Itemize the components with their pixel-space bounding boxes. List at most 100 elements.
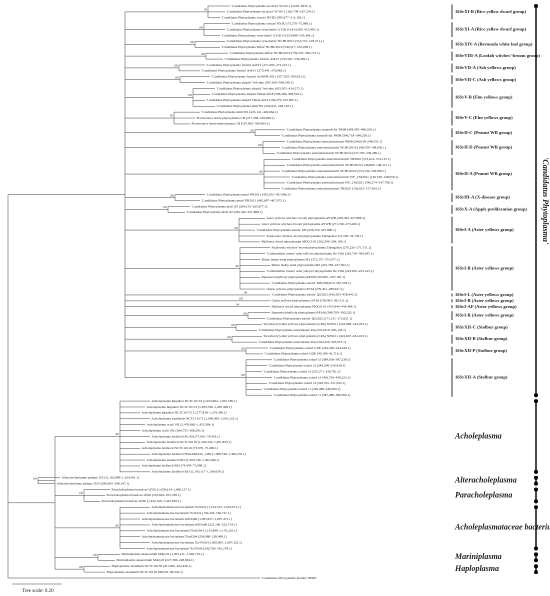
support-value: 100 — [227, 335, 232, 339]
leaf-label: 'Candidatus Phytoplasma solani' r3 (456,… — [274, 375, 351, 380]
leaf-label: Haploplasma axanthum NCTC10138 (98,022–9… — [107, 570, 183, 575]
leaf-label: Maize bushy stunt phytoplasma M3 (371,55… — [262, 257, 340, 262]
leaf-label: 'Candidatus Phytoplasma asteris' QS2022 … — [267, 316, 353, 321]
leaf-label: Maize bushy stunt phytoplasma M3 (225,78… — [272, 263, 350, 268]
leaf-label: 'Candidatus Phytoplasma pruni' PR2021 (4… — [202, 198, 286, 203]
support-value: 100 — [190, 40, 195, 44]
group-label: 16SrXI-A (Rice yellow dwarf group) — [455, 27, 527, 32]
leaf-label: 'Candidatus Phytoplasma australiense' PA… — [259, 328, 346, 333]
leaf-label: Flavescence dorée phytoplasma CH (507,86… — [192, 122, 270, 127]
support-value: 100 — [79, 491, 84, 495]
genus-label: Paracholeplasma — [455, 490, 512, 499]
leaf-label: Acholeplasma hippikon NCTC10172 (1,023,6… — [152, 399, 237, 404]
leaf-label: Paulownia witches'-broom phytoplasma Zhe… — [267, 234, 363, 239]
leaf-label: 'Candidatus Phytoplasma australasiaticum… — [277, 151, 381, 156]
leaf-label: 'Candidatus Phytoplasma luffae' NCHU2019… — [222, 45, 312, 50]
genus-label: Alteracholeplasma — [454, 476, 517, 485]
leaf-label: Acholeplasma oculi 19L (366,755–368,283.… — [142, 428, 205, 433]
leaf-label: Aster yellows witches'-broom phytoplasma… — [267, 216, 366, 221]
leaf-label: Acholeplasma laidlawii NCTC10116 (73,970… — [142, 446, 218, 451]
bracket-end — [534, 399, 538, 404]
group-label: 16SrXII-B (Stolbur group) — [455, 336, 508, 341]
group-label: 16SrIII-A (X-disease group) — [455, 195, 510, 200]
leaf-label: Acholeplasmataceae bacterium 55eaf2b4 (1… — [147, 529, 237, 534]
bracket-end — [534, 481, 538, 486]
leaf-label: Acholeplasmataceae bacterium 7b2012a (15… — [147, 511, 231, 516]
genus-label: Mariniplasma — [454, 552, 502, 561]
leaf-label: Haploplasma axanthum NCTC10138 (451,905–… — [112, 564, 192, 569]
leaf-label: 'Candidatus Phytoplasma australasiaticum… — [287, 163, 391, 168]
leaf-label: 'Candidatus Phytoplasma australasiaticum… — [287, 181, 394, 186]
leaf-label: Mariniplasma anaerobium Mahy22 (1,505,21… — [122, 552, 204, 557]
group-label: 16SrI-B (Aster yellows group) — [455, 298, 514, 303]
group-label: 16SrI-A (Aster yellows group) — [455, 227, 514, 232]
leaf-label: 'Candidatus Phytoplasma solani' r1 (246,… — [264, 387, 341, 392]
leaf-label: 'Candidatus Phytoplasma solani' GOE (242… — [270, 346, 351, 351]
leaf-label: Acholeplasma laidlawii E63 (1,195,117–1,… — [152, 470, 225, 475]
leaf-label: Acholeplasmataceae bacterium a0f10a8d (1… — [142, 517, 232, 522]
leaf-label: Paracholeplasma brassicae O502 (253,824–… — [107, 493, 181, 498]
leaf-label: Strawberry lethal yellows phytoplasma (C… — [264, 322, 368, 327]
group-label: 16SrVII-A (Ash yellows group) — [455, 65, 516, 70]
group-label: 16SrVII-C (Ash yellows group) — [455, 77, 517, 82]
group-label: 16SrII-C (Peanut WB group) — [455, 130, 513, 135]
leaf-label: Acholeplasmataceae bacterium 7fa37b00 (2… — [147, 546, 232, 551]
leaf-label: 'Candidatus Phytoplasma oryzae' RYD2 (59… — [222, 16, 306, 21]
leaf-label: 'Candidatus Phytoplasma ziziphi' Jwb-nky… — [217, 86, 304, 91]
leaf-label: 'Candidatus Phytoplasma ziziphi' Jwb-nky… — [207, 80, 294, 85]
support-value: 100 — [259, 170, 264, 174]
support-value: 100 — [175, 75, 180, 79]
leaf-label: 'Candidatus Phytoplasma ziziphi' Hebei-2… — [207, 98, 298, 103]
bracket-end — [534, 475, 538, 480]
leaf-label: 'Catharanthus roseus' aster yellows phyt… — [267, 269, 374, 274]
support-value: 100 — [241, 347, 246, 351]
leaf-label: 'Candidatus Phytoplasma ziziphi' Hebei-2… — [212, 92, 303, 97]
leaf-label: 'Candidatus Phytoplasma cynodontis' NCHU… — [227, 39, 324, 44]
leaf-label: 'Candidatus Phytoplasma solani' r3 (255,… — [264, 369, 341, 374]
leaf-label: Paulownia witches'-broom phytoplasma Zhe… — [272, 246, 372, 251]
bracket-end — [534, 487, 538, 492]
leaf-label: Acholeplasma hippikon NCTC10172 (1,283,7… — [147, 405, 232, 410]
bracket-end — [534, 558, 538, 563]
group-label: 16SrII-D (Peanut WB group) — [455, 145, 513, 150]
leaf-label: 'Candidatus Phytoplasma mali' AT (264,15… — [192, 204, 268, 209]
group-label: 16SrXII-C (Stolbur group) — [455, 324, 508, 329]
group-label: 16SrI-L (Aster yellows group) — [455, 292, 514, 297]
leaf-label: 'Candidatus Phytoplasma solani' GOE (40,… — [265, 352, 343, 357]
leaf-label: 'Candidatus Phytoplasma sacchari' SCWL1 … — [227, 10, 315, 15]
support-value: 100 — [33, 476, 38, 480]
support-value: 99 — [204, 8, 208, 12]
leaf-label: Acholeplasma laidlawii E63 (74,478–75,99… — [142, 464, 206, 469]
leaf-label: 'Candidatus Phytoplasma ulmi' RS (425,14… — [202, 110, 278, 115]
leaf-label: Acholeplasma laidlawii NCTC10116 (1,200,… — [147, 440, 232, 445]
leaf-label: Mulberry dwarf phytoplasma MDGZ-01 (452,… — [272, 305, 356, 310]
leaf-label: Flavescence dorée phytoplasma CH (217,45… — [197, 116, 275, 121]
leaf-label: 'Candidatus Phytoplasma luffae' NCHU2019… — [230, 51, 320, 56]
support-value: 94 — [236, 302, 240, 306]
support-value: 100 — [231, 323, 236, 327]
leaf-label: 'Candidatus Phytoplasma australasiaticum… — [292, 157, 391, 162]
leaf-label: Acholeplasma laidlawii FDAARGOS_1482 (1,… — [152, 452, 246, 457]
support-value: 100 — [201, 52, 206, 56]
group-label: 16SrVIII-A (Loofah witches'-broom group) — [455, 53, 540, 58]
support-value: 100 — [79, 565, 84, 569]
leaf-label: 'Candidatus Phytoplasma aurantifolia' PR… — [282, 134, 371, 139]
group-label: 16SrI-B (Aster yellows group) — [455, 313, 514, 318]
leaf-label: 'Candidatus Phytoplasma australasiaticum… — [287, 139, 383, 144]
support-value: 100 — [170, 193, 175, 197]
bracket-end — [534, 469, 538, 474]
leaf-label: Acholeplasma equifetale NCTC10171 (1,000… — [152, 417, 238, 422]
leaf-label: 'Candidatus Phytoplasma fraxini' ArAWB-2… — [212, 75, 306, 80]
leaf-label: 'Candidatus Phytoplasma fraxini' AshY1 (… — [207, 63, 291, 68]
support-value: 90 — [170, 114, 174, 118]
bracket-end — [534, 570, 538, 575]
support-value: 100 — [199, 25, 204, 29]
bracket-end — [534, 4, 538, 8]
leaf-label: 'Candidatus Phytoplasma fraxini' AshY1 (… — [202, 69, 286, 74]
leaf-label: 'Candidatus Phytoplasma solani' r2 (389,… — [274, 358, 351, 363]
bracket-end — [534, 505, 538, 510]
leaf-label: Aster yellows witches'-broom phytoplasma… — [262, 222, 361, 227]
group-label: 16SrX-A (Apple proliferation group) — [455, 207, 527, 212]
scale-label: Tree scale: 0.20 — [22, 589, 54, 594]
leaf-label: 'Candidatus Phytoplasma asteris' M8 (366… — [272, 281, 351, 286]
